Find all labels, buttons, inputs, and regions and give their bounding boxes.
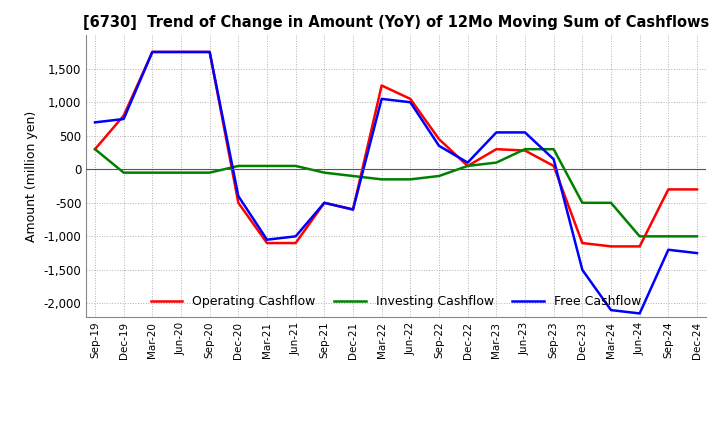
Investing Cashflow xyxy=(205,170,214,175)
Operating Cashflow xyxy=(292,240,300,246)
Investing Cashflow xyxy=(664,234,672,239)
Investing Cashflow xyxy=(492,160,500,165)
Free Cashflow xyxy=(292,234,300,239)
Operating Cashflow xyxy=(664,187,672,192)
Investing Cashflow xyxy=(578,200,587,205)
Free Cashflow xyxy=(549,157,558,162)
Free Cashflow xyxy=(693,250,701,256)
Free Cashflow xyxy=(406,99,415,105)
Free Cashflow xyxy=(205,49,214,55)
Investing Cashflow xyxy=(348,173,357,179)
Investing Cashflow xyxy=(435,173,444,179)
Free Cashflow xyxy=(348,207,357,212)
Free Cashflow xyxy=(607,308,616,313)
Operating Cashflow xyxy=(406,96,415,102)
Operating Cashflow xyxy=(176,49,185,55)
Operating Cashflow xyxy=(263,240,271,246)
Free Cashflow xyxy=(234,194,243,199)
Operating Cashflow xyxy=(234,200,243,205)
Legend: Operating Cashflow, Investing Cashflow, Free Cashflow: Operating Cashflow, Investing Cashflow, … xyxy=(146,290,646,313)
Investing Cashflow xyxy=(91,147,99,152)
Investing Cashflow xyxy=(406,177,415,182)
Operating Cashflow xyxy=(607,244,616,249)
Operating Cashflow xyxy=(435,136,444,142)
Free Cashflow xyxy=(263,237,271,242)
Operating Cashflow xyxy=(693,187,701,192)
Free Cashflow xyxy=(91,120,99,125)
Free Cashflow xyxy=(148,49,157,55)
Free Cashflow xyxy=(492,130,500,135)
Operating Cashflow xyxy=(91,147,99,152)
Title: [6730]  Trend of Change in Amount (YoY) of 12Mo Moving Sum of Cashflows: [6730] Trend of Change in Amount (YoY) o… xyxy=(83,15,709,30)
Free Cashflow xyxy=(635,311,644,316)
Investing Cashflow xyxy=(635,234,644,239)
Operating Cashflow xyxy=(348,207,357,212)
Operating Cashflow xyxy=(635,244,644,249)
Investing Cashflow xyxy=(292,163,300,169)
Free Cashflow xyxy=(176,49,185,55)
Investing Cashflow xyxy=(320,170,328,175)
Free Cashflow xyxy=(435,143,444,148)
Line: Operating Cashflow: Operating Cashflow xyxy=(95,52,697,246)
Free Cashflow xyxy=(120,116,128,121)
Free Cashflow xyxy=(377,96,386,102)
Investing Cashflow xyxy=(120,170,128,175)
Free Cashflow xyxy=(464,160,472,165)
Operating Cashflow xyxy=(549,163,558,169)
Operating Cashflow xyxy=(148,49,157,55)
Operating Cashflow xyxy=(464,163,472,169)
Free Cashflow xyxy=(521,130,529,135)
Investing Cashflow xyxy=(549,147,558,152)
Operating Cashflow xyxy=(578,240,587,246)
Free Cashflow xyxy=(578,267,587,272)
Free Cashflow xyxy=(320,200,328,205)
Investing Cashflow xyxy=(148,170,157,175)
Y-axis label: Amount (million yen): Amount (million yen) xyxy=(25,110,38,242)
Operating Cashflow xyxy=(120,113,128,118)
Operating Cashflow xyxy=(205,49,214,55)
Investing Cashflow xyxy=(464,163,472,169)
Operating Cashflow xyxy=(492,147,500,152)
Operating Cashflow xyxy=(521,148,529,153)
Investing Cashflow xyxy=(693,234,701,239)
Operating Cashflow xyxy=(320,200,328,205)
Line: Investing Cashflow: Investing Cashflow xyxy=(95,149,697,236)
Investing Cashflow xyxy=(234,163,243,169)
Investing Cashflow xyxy=(263,163,271,169)
Investing Cashflow xyxy=(377,177,386,182)
Investing Cashflow xyxy=(521,147,529,152)
Investing Cashflow xyxy=(176,170,185,175)
Operating Cashflow xyxy=(377,83,386,88)
Free Cashflow xyxy=(664,247,672,253)
Investing Cashflow xyxy=(607,200,616,205)
Line: Free Cashflow: Free Cashflow xyxy=(95,52,697,313)
